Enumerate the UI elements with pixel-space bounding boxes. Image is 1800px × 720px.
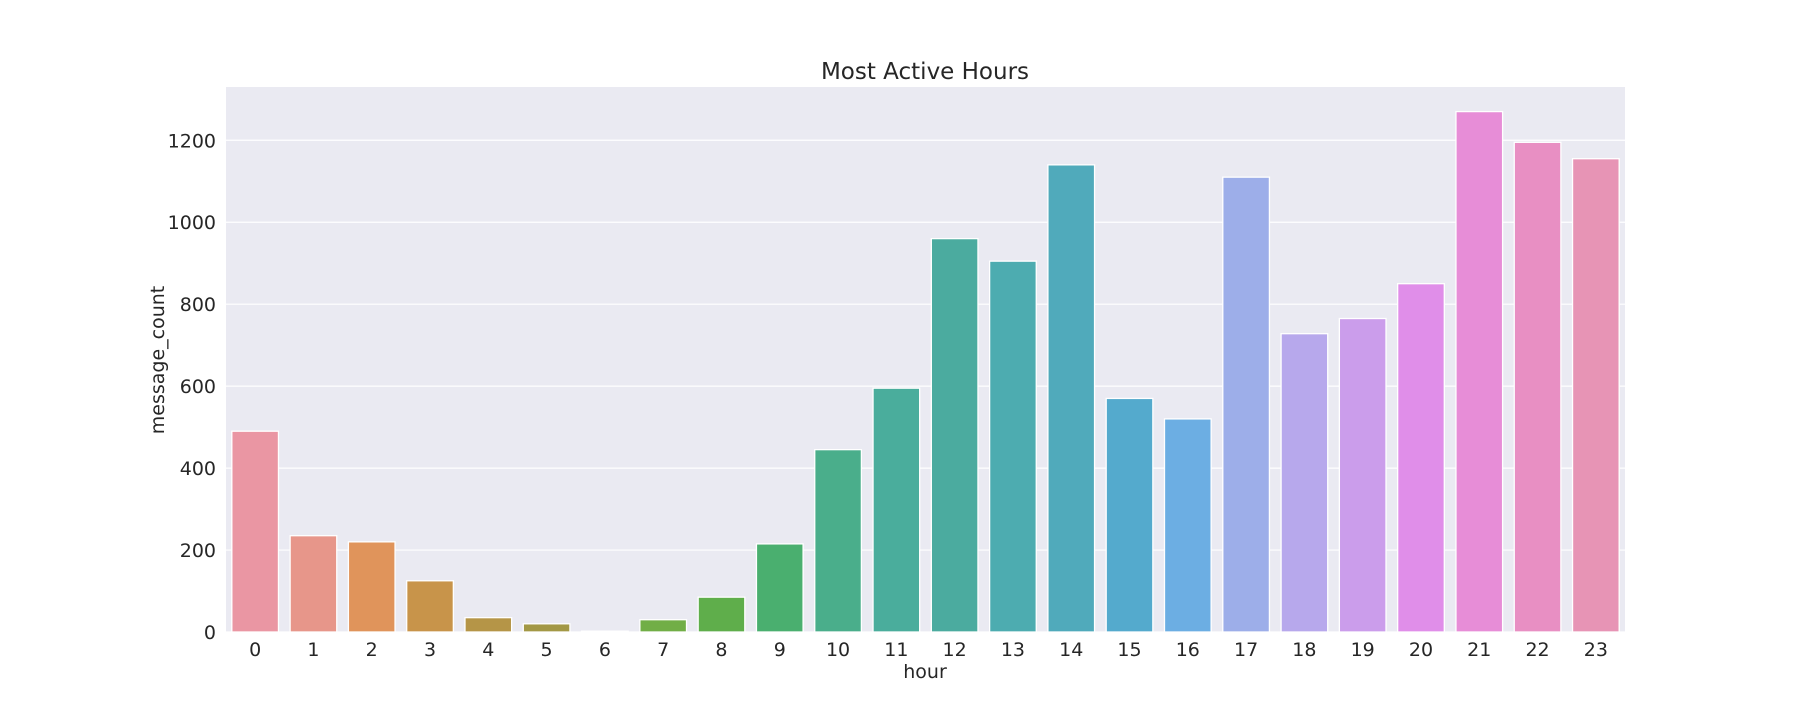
- y-tick-label: 1000: [168, 212, 216, 234]
- bar-hour-14: [1047, 164, 1096, 633]
- gridlines: [226, 139, 1625, 633]
- x-tick-label: 18: [1292, 639, 1316, 661]
- y-tick-label: 400: [180, 458, 216, 480]
- bar-hour-15: [1105, 397, 1154, 633]
- x-tick-label: 10: [826, 639, 850, 661]
- x-tick-labels: 0 1 2 3 4 5 6 7 8 9 10 11 12 13 14 15 16 17 18 19 20 21 22 23: [249, 639, 1608, 661]
- x-tick-label: 8: [715, 639, 727, 661]
- bar-hour-20: [1397, 283, 1445, 633]
- bar-hour-9: [755, 543, 804, 633]
- x-tick-label: 6: [599, 639, 611, 661]
- y-tick-label: 1200: [168, 130, 216, 152]
- x-tick-label: 2: [366, 639, 378, 661]
- y-tick-label: 0: [204, 622, 216, 644]
- y-axis-label: message_count: [147, 286, 169, 435]
- x-tick-label: 21: [1467, 639, 1491, 661]
- x-tick-label: 11: [884, 639, 908, 661]
- bar-hour-12: [930, 237, 979, 633]
- chart-title: Most Active Hours: [821, 59, 1029, 85]
- x-tick-label: 9: [774, 639, 786, 661]
- bar-hour-10: [814, 449, 863, 633]
- bar-hour-7: [639, 619, 688, 633]
- x-tick-label: 17: [1234, 639, 1258, 661]
- y-tick-label: 600: [180, 376, 216, 398]
- x-tick-label: 16: [1176, 639, 1200, 661]
- y-tick-labels: 0 200 400 600 800 1000 1200: [168, 130, 216, 644]
- y-tick-label: 800: [180, 294, 216, 316]
- bar-hour-4: [464, 617, 513, 633]
- x-tick-label: 12: [943, 639, 967, 661]
- bar-hour-19: [1338, 317, 1387, 633]
- x-tick-label: 3: [424, 639, 436, 661]
- x-tick-label: 4: [482, 639, 494, 661]
- bar-hour-0: [231, 430, 280, 633]
- x-tick-label: 0: [249, 639, 261, 661]
- x-axis-label: hour: [903, 661, 947, 683]
- x-tick-label: 15: [1117, 639, 1141, 661]
- bar-hour-18: [1280, 333, 1329, 633]
- bar-hour-1: [289, 535, 338, 633]
- x-tick-label: 14: [1059, 639, 1083, 661]
- x-tick-label: 1: [307, 639, 319, 661]
- bar-hour-21: [1455, 110, 1504, 633]
- bar-hour-11: [872, 387, 921, 633]
- bar-hour-23: [1571, 158, 1620, 633]
- x-tick-label: 13: [1001, 639, 1025, 661]
- y-tick-label: 200: [180, 540, 216, 562]
- bar-hour-22: [1513, 141, 1562, 633]
- x-tick-label: 19: [1351, 639, 1375, 661]
- bar-hour-17: [1222, 176, 1271, 633]
- bar-hour-8: [697, 596, 746, 633]
- x-tick-label: 7: [657, 639, 669, 661]
- bar-hour-16: [1163, 418, 1212, 633]
- plot-background: [226, 87, 1625, 632]
- bars: [231, 110, 1620, 633]
- x-tick-label: 20: [1409, 639, 1433, 661]
- bar-hour-6: [580, 630, 629, 633]
- x-tick-label: 22: [1525, 639, 1549, 661]
- bar-hour-3: [406, 580, 454, 633]
- bar-hour-5: [522, 623, 571, 633]
- x-tick-label: 5: [541, 639, 553, 661]
- x-tick-label: 23: [1584, 639, 1608, 661]
- bar-hour-13: [988, 260, 1037, 633]
- bar-hour-2: [347, 541, 396, 633]
